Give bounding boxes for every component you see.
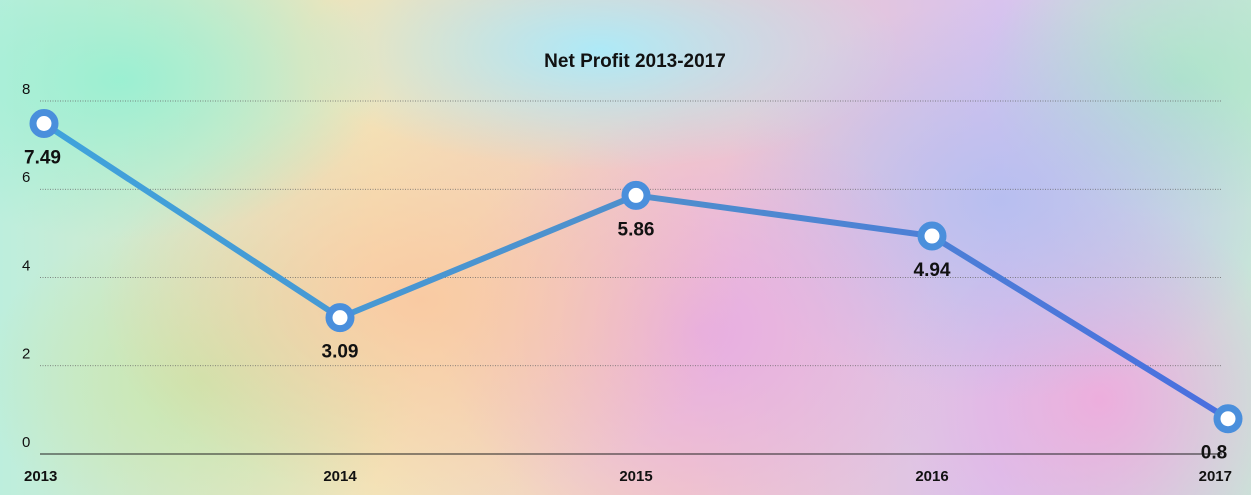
marker xyxy=(621,180,651,210)
y-tick-label: 8 xyxy=(22,81,30,98)
data-label: 5.86 xyxy=(618,219,655,240)
x-tick-label: 2016 xyxy=(915,468,948,485)
line xyxy=(42,120,1230,422)
y-tick-label: 2 xyxy=(22,346,30,363)
data-label: 4.94 xyxy=(914,260,951,281)
marker xyxy=(917,221,947,251)
x-tick-label: 2014 xyxy=(323,468,357,485)
marker xyxy=(325,303,355,333)
data-label: 3.09 xyxy=(322,342,359,363)
y-tick-label: 0 xyxy=(22,434,30,451)
data-label: 7.49 xyxy=(24,148,61,169)
x-tick-label: 2017 xyxy=(1199,468,1232,485)
y-tick-label: 4 xyxy=(22,257,30,274)
x-tick-label: 2015 xyxy=(619,468,652,485)
data-label: 0.8 xyxy=(1201,443,1227,464)
y-tick-label: 6 xyxy=(22,169,30,186)
chart-title: Net Profit 2013-2017 xyxy=(544,51,726,72)
x-tick-label: 2013 xyxy=(24,468,57,485)
marker xyxy=(29,109,59,139)
marker xyxy=(1213,404,1243,434)
